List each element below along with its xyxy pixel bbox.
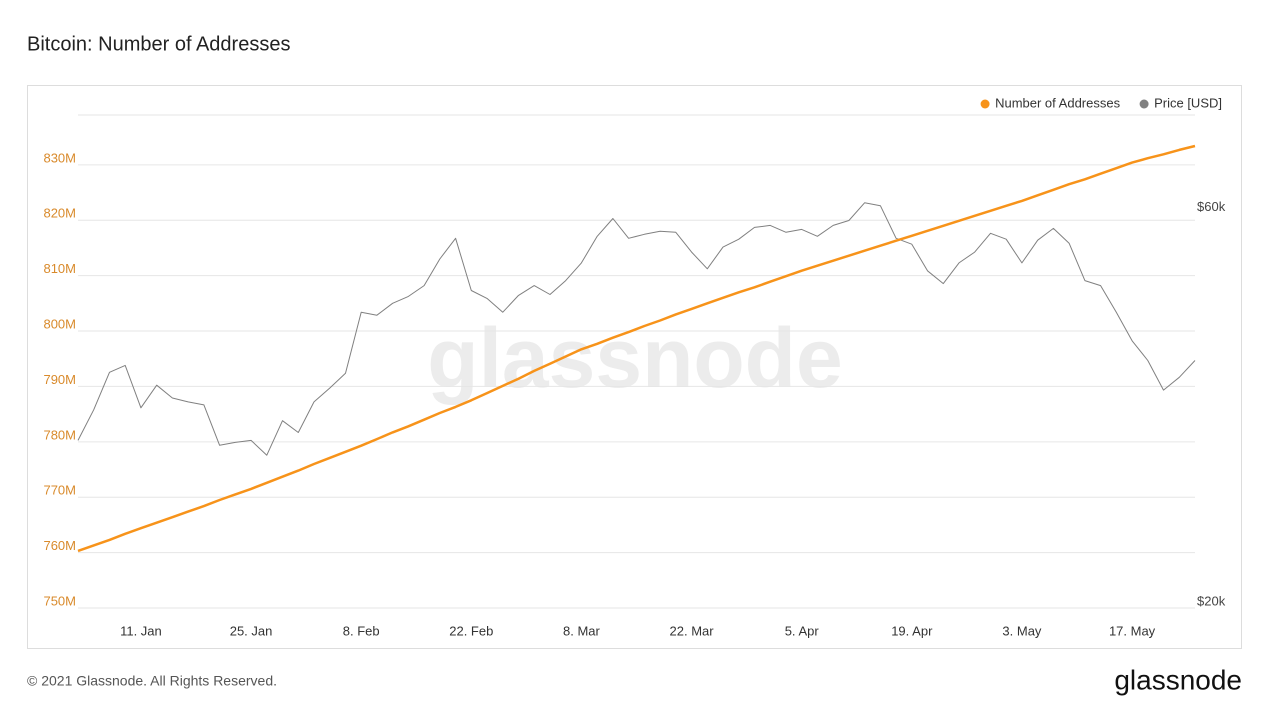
y-tick-label: 800M: [43, 316, 76, 331]
y2-tick-label: $60k: [1197, 199, 1226, 214]
y-tick-label: 760M: [43, 538, 76, 553]
legend-label: Price [USD]: [1154, 95, 1222, 110]
x-tick-label: 8. Mar: [563, 623, 601, 638]
y-tick-label: 830M: [43, 150, 76, 165]
series-line: [77, 144, 1196, 553]
y-tick-label: 750M: [43, 593, 76, 608]
logo: glassnode: [1114, 664, 1242, 695]
legend-label: Number of Addresses: [995, 95, 1121, 110]
x-tick-label: 11. Jan: [120, 623, 162, 638]
plot: 750M 760M 770M 780M 790M 800M 810M 820M 830M $20k…: [43, 95, 1225, 638]
x-tick-label: 3. May: [1002, 623, 1042, 638]
y-tick-label: 790M: [43, 372, 76, 387]
chart-frame: [27, 85, 1242, 649]
x-tick-label: 22. Feb: [449, 623, 493, 638]
x-tick-label: 22. Mar: [670, 623, 715, 638]
y2-tick-label: $20k: [1197, 593, 1226, 608]
x-tick-label: 8. Feb: [343, 623, 380, 638]
y-tick-label: 820M: [43, 206, 76, 221]
x-tick-label: 25. Jan: [230, 623, 273, 638]
y-tick-label: 810M: [43, 261, 76, 276]
x-tick-label: 17. May: [1109, 623, 1156, 638]
copyright: © 2021 Glassnode. All Rights Reserved.: [27, 673, 277, 689]
legend-marker: [980, 99, 990, 109]
y-tick-label: 780M: [43, 427, 76, 442]
x-tick-label: 19. Apr: [891, 623, 933, 638]
y-tick-label: 770M: [43, 483, 76, 498]
chart-title: Bitcoin: Number of Addresses: [27, 33, 290, 55]
legend-marker: [1139, 99, 1149, 109]
series-line: [77, 202, 1196, 456]
x-tick-label: 5. Apr: [785, 623, 820, 638]
